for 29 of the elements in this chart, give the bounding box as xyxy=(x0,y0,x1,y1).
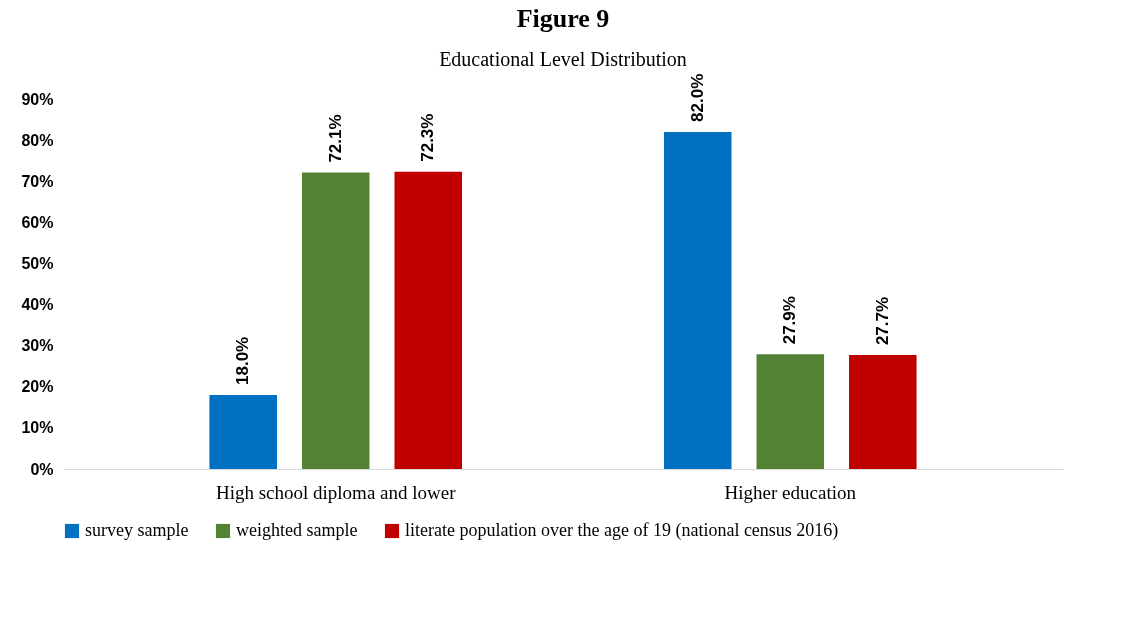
bar xyxy=(849,355,917,469)
data-label: 72.1% xyxy=(325,114,345,163)
x-tick-label: Higher education xyxy=(724,481,857,503)
y-tick-label: 70% xyxy=(21,172,54,190)
y-tick-label: 50% xyxy=(21,254,54,272)
bar xyxy=(301,172,370,469)
bar xyxy=(209,395,277,469)
data-label: 27.9% xyxy=(780,296,800,345)
data-label: 18.0% xyxy=(233,336,253,385)
y-tick-label: 80% xyxy=(21,131,54,149)
y-tick-label: 90% xyxy=(21,90,54,108)
y-tick-label: 30% xyxy=(21,337,54,355)
legend-label: literate population over the age of 19 (national census 2016) xyxy=(405,520,839,541)
y-tick-label: 10% xyxy=(21,419,54,437)
bar xyxy=(394,171,463,469)
legend-label: survey sample xyxy=(85,520,189,540)
y-tick-label: 0% xyxy=(30,460,54,478)
x-tick-label: High school diploma and lower xyxy=(215,481,457,503)
legend-label: weighted sample xyxy=(236,520,358,540)
y-tick-label: 20% xyxy=(21,378,54,396)
data-label: 27.7% xyxy=(872,296,892,346)
chart-title: Figure 9 xyxy=(516,3,610,33)
y-tick-label: 60% xyxy=(21,213,54,231)
data-label: 72.3% xyxy=(418,113,438,162)
bar xyxy=(663,131,732,469)
bar xyxy=(756,354,825,469)
y-tick-label: 40% xyxy=(21,296,54,314)
data-label: 82.0% xyxy=(687,73,707,122)
chart-subtitle: Educational Level Distribution xyxy=(439,47,687,70)
